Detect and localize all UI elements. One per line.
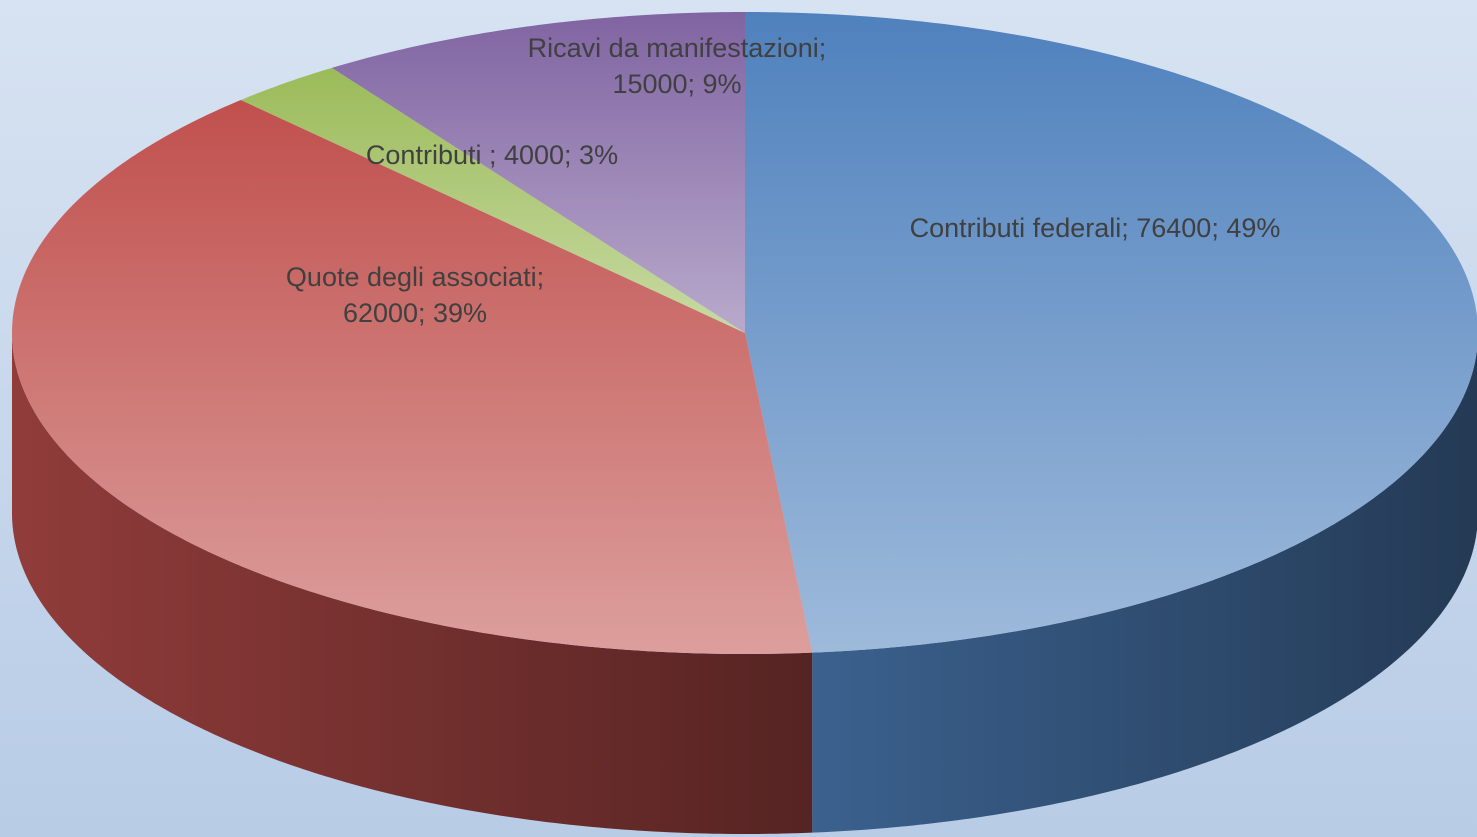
pie-slice <box>12 99 813 654</box>
pie-slice <box>745 12 1477 653</box>
data-label: Contributi ; 4000; 3% <box>365 140 619 170</box>
pie-slice <box>240 67 745 333</box>
data-label: Quote degli associati; 62000; 39% <box>285 262 545 328</box>
data-label: Ricavi da manifestazioni; 15000; 9% <box>527 33 827 99</box>
pie-side <box>812 349 1477 833</box>
pie-side <box>12 333 813 834</box>
pie-slice <box>331 12 745 333</box>
data-label: Contributi federali; 76400; 49% <box>909 213 1281 243</box>
